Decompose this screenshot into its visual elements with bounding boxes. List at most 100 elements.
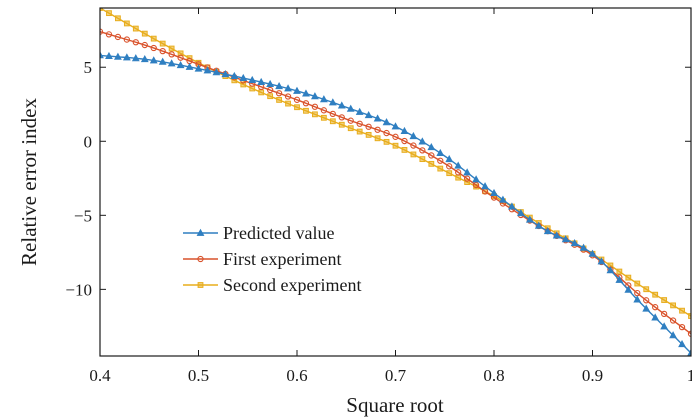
data-point [328, 98, 337, 106]
legend-label: First experiment [223, 249, 341, 269]
y-tick-label: 5 [84, 58, 93, 77]
data-point [427, 142, 436, 151]
data-point [159, 47, 166, 55]
data-point [123, 20, 130, 27]
data-point [391, 122, 400, 130]
data-point [455, 169, 462, 176]
axis-ticks: 0.4 0.5 0.6 0.7 0.8 0.9 1 5 0 −5 −10 [65, 8, 692, 385]
data-point [311, 92, 319, 100]
data-point [239, 73, 248, 81]
data-point [481, 182, 489, 190]
data-point [651, 313, 660, 321]
data-point [258, 89, 265, 96]
data-point [606, 266, 615, 274]
data-point [401, 147, 408, 153]
data-point [678, 323, 686, 331]
legend-item: Predicted value [183, 223, 334, 243]
series-first-experiment [100, 28, 691, 337]
data-point [382, 118, 391, 126]
data-point [346, 104, 355, 112]
data-point [374, 126, 381, 133]
data-point [652, 304, 659, 311]
legend-marker [197, 282, 204, 288]
legend-item: Second experiment [183, 275, 361, 295]
data-point [168, 51, 175, 58]
data-point [437, 157, 444, 164]
data-point [177, 50, 184, 57]
data-point [570, 239, 579, 247]
data-point [347, 125, 354, 132]
data-point [534, 221, 543, 229]
data-point [284, 93, 292, 100]
data-point [150, 35, 157, 42]
data-point [410, 151, 417, 158]
data-point [293, 86, 301, 94]
data-point [132, 25, 139, 32]
data-point [392, 142, 399, 149]
data-point [579, 243, 588, 251]
data-point [625, 274, 632, 281]
data-point [167, 59, 176, 67]
y-tick-label: 0 [84, 132, 93, 151]
data-point [392, 133, 399, 140]
data-point [669, 331, 677, 339]
data-point [100, 51, 104, 59]
data-point [131, 54, 140, 62]
data-point [445, 154, 454, 163]
data-point [516, 209, 525, 217]
data-point [615, 275, 624, 283]
data-point [221, 69, 230, 78]
data-point [106, 10, 112, 17]
data-point [463, 175, 471, 182]
data-point [123, 36, 131, 43]
data-point [105, 51, 113, 60]
y-axis-label: Relative error index [17, 98, 41, 266]
data-point [428, 160, 435, 167]
data-point [454, 161, 463, 169]
data-point [141, 41, 148, 49]
data-point [194, 64, 203, 72]
series-line [100, 31, 691, 335]
data-point [374, 135, 381, 142]
data-point [159, 40, 166, 47]
data-point [176, 60, 185, 69]
data-point [455, 174, 462, 181]
data-point [356, 120, 363, 127]
data-point [337, 101, 346, 109]
data-point [248, 75, 257, 83]
data-point [678, 339, 686, 348]
data-point [276, 97, 282, 103]
data-point [115, 15, 121, 22]
data-point [633, 295, 642, 303]
data-point [679, 307, 685, 314]
data-point [624, 285, 633, 293]
data-point [168, 45, 175, 52]
data-point [364, 110, 373, 119]
data-point [418, 137, 427, 145]
legend-marker [197, 255, 204, 263]
data-point [320, 114, 327, 121]
data-point [419, 156, 426, 163]
data-point [338, 114, 345, 121]
data-point [436, 148, 445, 156]
y-tick-label: −5 [74, 206, 92, 225]
data-point [285, 100, 291, 107]
data-point [311, 103, 319, 110]
data-point [543, 227, 552, 235]
data-point [588, 249, 597, 257]
legend-label: Second experiment [223, 275, 361, 295]
data-point [373, 114, 382, 122]
data-point [150, 44, 157, 52]
data-point [499, 195, 507, 203]
data-point [670, 302, 676, 309]
data-point [267, 93, 274, 100]
data-point [294, 104, 300, 111]
data-point [114, 33, 122, 41]
data-point [419, 147, 426, 154]
data-point [329, 110, 336, 118]
data-point [687, 330, 691, 337]
data-point [428, 152, 435, 159]
data-point [132, 39, 139, 46]
data-point [284, 84, 292, 92]
